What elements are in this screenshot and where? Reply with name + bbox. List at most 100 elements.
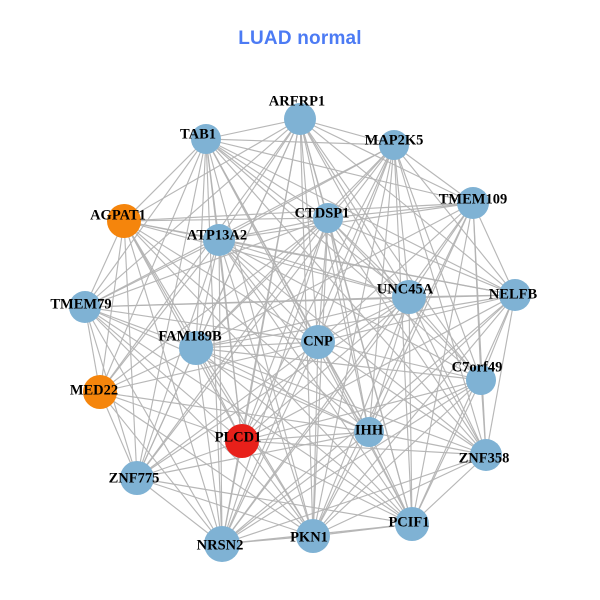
graph-node-ihh[interactable]	[354, 417, 384, 447]
graph-edge	[299, 118, 319, 343]
graph-edge	[368, 431, 487, 456]
graph-edge	[312, 431, 370, 537]
graph-edge	[218, 239, 223, 545]
graph-edge	[317, 341, 487, 456]
graph-node-tmem109[interactable]	[457, 187, 489, 219]
graph-edge	[195, 347, 370, 433]
graph-edge	[99, 391, 370, 433]
graph-edge	[123, 138, 207, 222]
graph-node-znf775[interactable]	[120, 461, 154, 495]
graph-edge	[195, 294, 516, 349]
graph-edge	[99, 347, 197, 393]
graph-edge	[218, 202, 474, 241]
graph-edge	[205, 138, 487, 456]
graph-node-agpat1[interactable]	[107, 204, 141, 238]
graph-edge	[99, 391, 223, 545]
graph-edge	[221, 431, 370, 545]
graph-edge	[195, 347, 487, 456]
graph-edge	[411, 379, 482, 525]
graph-edge	[205, 118, 301, 140]
graph-edge	[241, 440, 413, 525]
graph-edge	[312, 217, 329, 537]
graph-edge	[84, 217, 329, 308]
graph-node-nelfb[interactable]	[499, 279, 531, 311]
graph-edge	[218, 239, 482, 381]
graph-edge	[221, 379, 482, 545]
graph-node-unc45a[interactable]	[392, 280, 426, 314]
graph-node-fam189b[interactable]	[179, 331, 213, 365]
graph-edge	[327, 217, 370, 433]
graph-node-map2k5[interactable]	[379, 130, 409, 160]
graph-node-pcif1[interactable]	[395, 507, 429, 541]
graph-edge	[195, 341, 319, 349]
graph-edge	[327, 217, 413, 525]
graph-edge	[84, 306, 370, 433]
graph-edge	[123, 217, 329, 222]
graph-node-tab1[interactable]	[191, 124, 221, 154]
graph-node-nrsn2[interactable]	[204, 526, 240, 562]
graph-edge	[195, 217, 329, 349]
graph-edge	[327, 217, 516, 296]
graph-edge	[299, 118, 314, 537]
graph-edge	[84, 138, 207, 308]
graph-edge	[123, 220, 314, 537]
graph-edge	[393, 144, 413, 525]
graph-edge	[205, 138, 223, 545]
graph-edge	[218, 239, 243, 442]
graph-edge	[123, 118, 301, 222]
graph-node-c7orf49[interactable]	[466, 365, 496, 395]
graph-edge	[84, 118, 301, 308]
graph-edge	[312, 294, 516, 537]
graph-edge	[205, 138, 329, 219]
graph-node-pkn1[interactable]	[296, 519, 330, 553]
graph-edge	[241, 341, 319, 442]
graph-edge	[84, 306, 197, 349]
graph-edge	[218, 239, 370, 433]
graph-edge	[99, 341, 319, 393]
graph-edge	[393, 144, 410, 298]
graph-edge	[327, 217, 487, 456]
edge-layer	[84, 118, 516, 545]
graph-node-atp13a2[interactable]	[203, 224, 235, 256]
graph-edge	[368, 379, 482, 433]
graph-edge	[299, 118, 395, 146]
graph-edge	[136, 477, 413, 525]
graph-edge	[317, 144, 395, 343]
graph-edge	[241, 431, 370, 442]
graph-edge	[411, 294, 516, 525]
graph-edge	[195, 202, 474, 349]
graph-edge	[205, 138, 482, 381]
graph-edge	[241, 440, 487, 456]
node-layer	[69, 103, 531, 562]
graph-node-med22[interactable]	[83, 375, 117, 409]
graph-edge	[195, 347, 413, 525]
graph-edge	[218, 239, 413, 525]
graph-edge	[123, 202, 474, 222]
graph-edge	[408, 202, 474, 298]
graph-node-plcd1[interactable]	[225, 424, 259, 458]
graph-edge	[136, 341, 319, 479]
graph-edge	[393, 144, 474, 204]
graph-edge	[485, 294, 516, 456]
graph-edge	[241, 440, 314, 537]
graph-edge	[205, 138, 474, 204]
graph-edge	[195, 347, 243, 442]
graph-edge	[99, 118, 301, 393]
graph-edge	[218, 217, 329, 241]
graph-node-tmem79[interactable]	[69, 291, 101, 323]
graph-edge	[312, 202, 474, 537]
graph-edge	[205, 138, 395, 146]
graph-node-ctdsp1[interactable]	[313, 203, 343, 233]
graph-node-cnp[interactable]	[301, 325, 335, 359]
graph-edge	[195, 347, 482, 381]
graph-edge	[136, 239, 220, 479]
graph-edge	[123, 220, 319, 343]
graph-edge	[368, 294, 516, 433]
graph-edge	[368, 296, 410, 433]
graph-node-arfrp1[interactable]	[284, 103, 316, 135]
graph-edge	[99, 391, 243, 442]
graph-edge	[84, 239, 220, 308]
graph-node-znf358[interactable]	[470, 439, 502, 471]
